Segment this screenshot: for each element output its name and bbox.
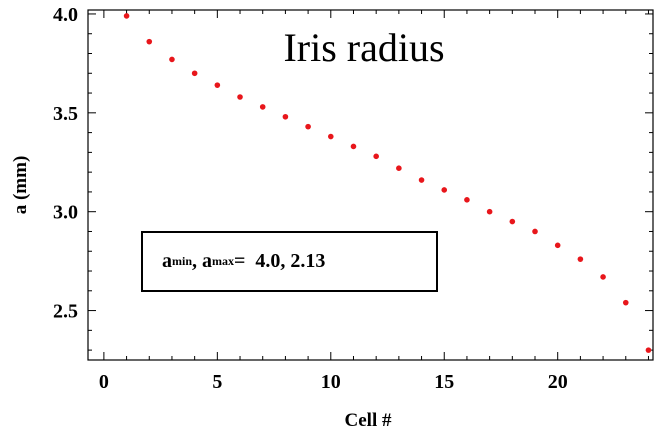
chart-title: Iris radius <box>283 25 444 70</box>
x-tick-label: 20 <box>548 371 568 393</box>
y-tick-label: 3.0 <box>53 202 78 224</box>
x-axis-ticks: 0 5 10 15 20 <box>99 10 649 393</box>
x-axis-title: Cell # <box>345 410 392 431</box>
y-axis-title: a (mm) <box>10 156 31 215</box>
data-point <box>282 113 289 120</box>
annotation-min-subscript: min <box>172 254 193 268</box>
data-point <box>191 70 198 77</box>
data-point <box>486 208 493 215</box>
annotation-a-max: a <box>202 250 213 272</box>
y-axis-ticks: 2.5 3.0 3.5 4.0 <box>53 4 653 351</box>
y-tick-label: 4.0 <box>53 4 78 26</box>
data-point <box>418 177 425 183</box>
data-point <box>600 274 606 280</box>
data-point <box>577 256 584 262</box>
annotation-max-subscript: max <box>212 254 235 268</box>
data-point <box>373 153 379 160</box>
data-point <box>146 38 153 45</box>
data-point <box>464 197 470 203</box>
x-tick-label: 5 <box>212 371 222 393</box>
data-point <box>622 299 629 306</box>
annotation-box: a min, a max = 4.0, 2.13 <box>141 231 438 292</box>
data-point <box>123 13 130 19</box>
data-point <box>554 242 561 249</box>
x-tick-label: 15 <box>434 371 454 393</box>
annotation-separator: , <box>192 250 203 272</box>
data-point <box>645 347 652 353</box>
plot-area <box>87 9 654 361</box>
data-point <box>509 218 516 225</box>
data-point <box>327 133 334 140</box>
data-point <box>259 104 266 110</box>
data-point <box>169 56 175 63</box>
data-point <box>214 82 221 88</box>
data-point <box>441 187 448 193</box>
data-points <box>123 13 652 353</box>
annotation-a-min: a <box>162 250 172 272</box>
x-tick-label: 10 <box>321 371 341 393</box>
x-tick-label: 0 <box>99 371 109 393</box>
data-point <box>350 143 357 150</box>
data-point <box>305 123 311 130</box>
annotation-values: = 4.0, 2.13 <box>234 250 326 272</box>
y-tick-label: 2.5 <box>53 301 78 323</box>
data-point <box>532 228 538 235</box>
y-tick-label: 3.5 <box>53 103 78 125</box>
data-point <box>396 165 402 171</box>
data-point <box>237 94 243 100</box>
